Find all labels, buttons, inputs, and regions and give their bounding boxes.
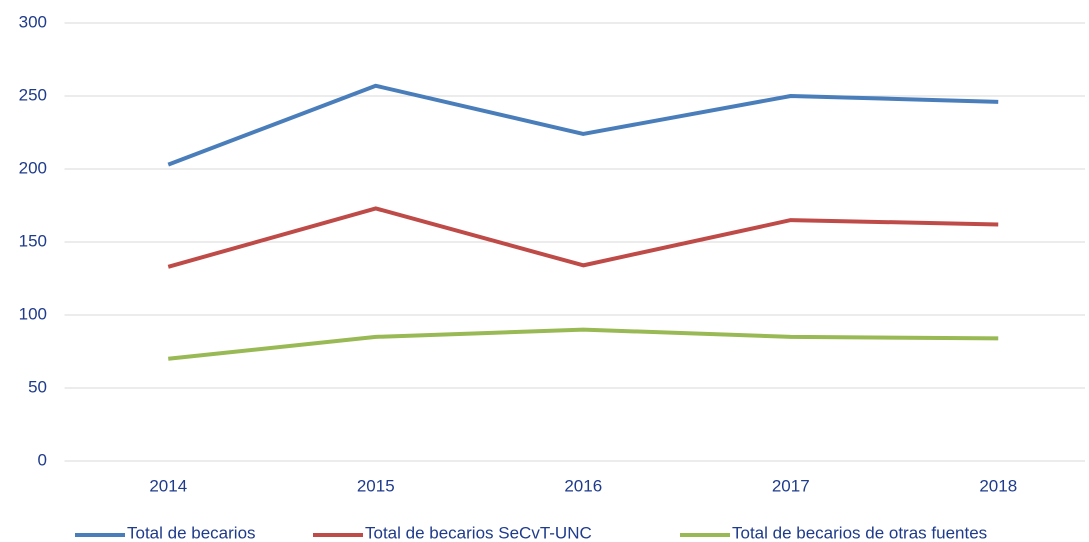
x-tick-label: 2016	[564, 476, 602, 495]
legend-label: Total de becarios	[127, 523, 256, 542]
x-tick-label: 2017	[772, 476, 810, 495]
y-tick-label: 300	[19, 12, 47, 31]
y-tick-label: 0	[38, 450, 47, 469]
x-tick-label: 2015	[357, 476, 395, 495]
y-tick-label: 50	[28, 377, 47, 396]
y-tick-label: 100	[19, 304, 47, 323]
series-line	[167, 206, 999, 269]
legend-label: Total de becarios SeCvT-UNC	[365, 523, 592, 542]
legend-label: Total de becarios de otras fuentes	[732, 523, 987, 542]
y-tick-label: 150	[19, 231, 47, 250]
series-line	[168, 327, 999, 361]
series-line	[167, 83, 999, 167]
x-tick-label: 2018	[979, 476, 1017, 495]
x-tick-label: 2014	[149, 476, 187, 495]
y-tick-label: 200	[19, 158, 47, 177]
y-tick-label: 250	[19, 85, 47, 104]
